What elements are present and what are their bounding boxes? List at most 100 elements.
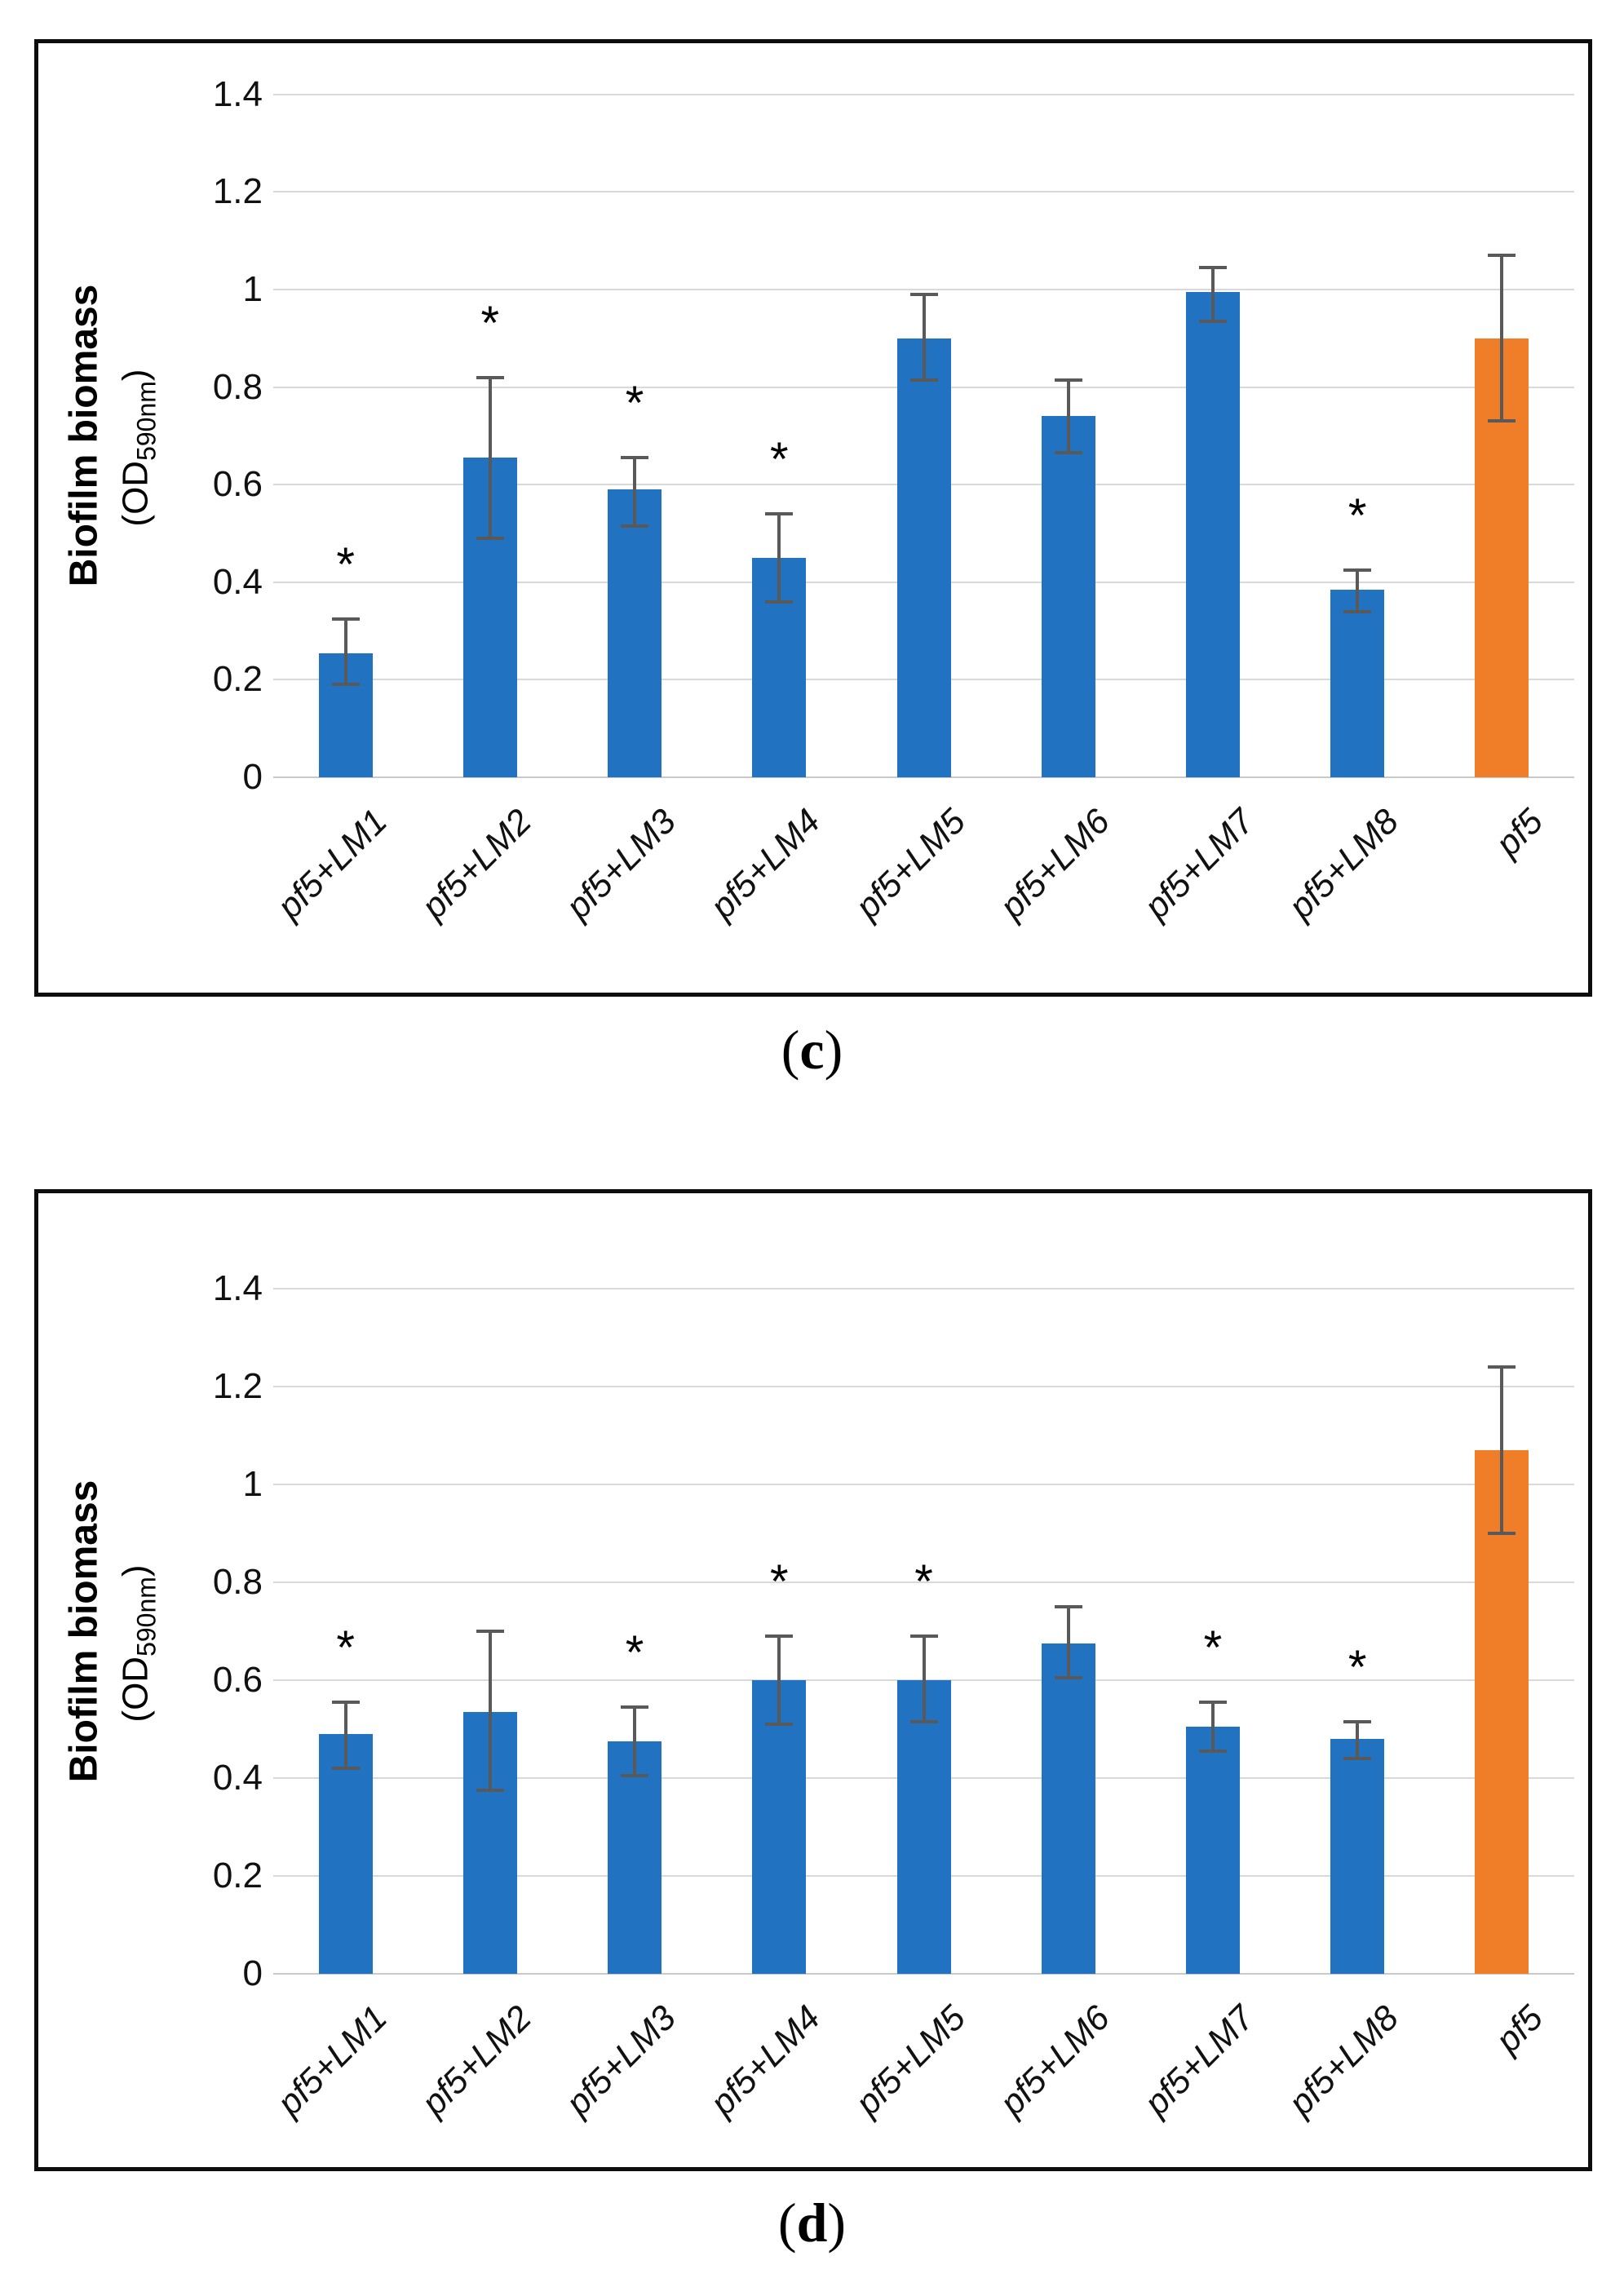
error-bar-whisker [1210, 268, 1215, 321]
error-bar-cap-top [1198, 1701, 1227, 1704]
y-tick-label: 0.2 [212, 1856, 263, 1896]
caption-letter-c: c [799, 1019, 825, 1081]
error-bar-whisker [488, 377, 492, 538]
gridline [273, 776, 1574, 778]
y-tick-label: 1.4 [212, 73, 263, 114]
y-axis-od-subscript: 590nm [131, 1577, 162, 1657]
error-bar-cap-top [909, 1635, 938, 1638]
error-bar-cap-bottom [1488, 1532, 1516, 1535]
caption-paren-close: ) [824, 1019, 843, 1081]
significance-asterisk: * [1347, 1641, 1367, 1694]
error-bar-whisker [1356, 569, 1360, 612]
significance-asterisk: * [480, 296, 500, 350]
significance-asterisk: * [914, 1555, 933, 1608]
y-tick-label: 1.2 [212, 1366, 263, 1406]
y-tick-label: 0.4 [212, 1758, 263, 1798]
y-axis-od-suffix: ) [115, 1564, 156, 1577]
error-bar-cap-bottom [331, 683, 360, 687]
error-bar-cap-bottom [765, 599, 794, 604]
error-bar-cap-bottom [1054, 451, 1082, 455]
error-bar-whisker [922, 1636, 926, 1722]
error-bar-cap-bottom [765, 1723, 794, 1726]
y-tick-label: 0.4 [212, 561, 263, 602]
y-axis-title-c: Biofilm biomass [62, 284, 106, 587]
gridline [273, 191, 1574, 193]
significance-asterisk: * [769, 433, 789, 487]
bar-pf5+LM1 [318, 1734, 373, 1974]
error-bar-cap-top [331, 1701, 360, 1704]
error-bar-cap-top [765, 1635, 794, 1638]
error-bar-cap-bottom [1343, 609, 1372, 613]
significance-asterisk: * [336, 1621, 355, 1674]
gridline [273, 1973, 1574, 1975]
error-bar-cap-top [1054, 378, 1082, 382]
bar-pf5+LM7 [1185, 291, 1240, 777]
chart-panel-c-frame [34, 39, 1592, 997]
panel-caption-c: (c) [0, 1018, 1624, 1082]
error-bar-whisker [343, 1702, 347, 1768]
y-tick-label: 1 [242, 269, 263, 309]
bar-pf5+LM5 [896, 338, 951, 777]
error-bar-cap-bottom [909, 378, 938, 382]
bar-pf5+LM8 [1330, 1739, 1385, 1974]
error-bar-whisker [1500, 1367, 1504, 1533]
significance-asterisk: * [625, 1626, 644, 1679]
error-bar-cap-top [621, 1705, 649, 1709]
error-bar-whisker [1210, 1702, 1215, 1751]
y-tick-label: 0.6 [212, 464, 263, 505]
bar-pf5 [1475, 1450, 1529, 1974]
error-bar-whisker [1066, 1607, 1070, 1678]
y-tick-label: 0 [242, 1953, 263, 1993]
error-bar-whisker [777, 1636, 781, 1724]
error-bar-cap-bottom [621, 524, 649, 529]
error-bar-cap-top [765, 512, 794, 516]
y-tick-label: 0.8 [212, 366, 263, 407]
bar-pf5+LM3 [608, 1741, 662, 1974]
error-bar-cap-bottom [621, 1774, 649, 1777]
error-bar-whisker [633, 1707, 637, 1776]
y-tick-label: 0.2 [212, 659, 263, 700]
error-bar-cap-top [476, 1630, 504, 1633]
gridline [273, 1581, 1574, 1583]
y-axis-od-subscript: 590nm [131, 381, 162, 461]
gridline [273, 1386, 1574, 1387]
error-bar-cap-bottom [331, 1767, 360, 1770]
y-tick-label: 1 [242, 1464, 263, 1504]
caption-letter-d: d [796, 2192, 828, 2254]
error-bar-whisker [1500, 255, 1504, 422]
gridline [273, 1288, 1574, 1289]
error-bar-cap-bottom [909, 1720, 938, 1723]
bar-pf5+LM7 [1185, 1727, 1240, 1974]
error-bar-whisker [777, 514, 781, 602]
error-bar-cap-top [621, 456, 649, 460]
y-axis-od-prefix: (OD [115, 1656, 156, 1723]
error-bar-cap-bottom [1488, 419, 1516, 423]
error-bar-cap-bottom [1054, 1676, 1082, 1679]
gridline [273, 93, 1574, 95]
y-axis-od-prefix: (OD [115, 460, 156, 527]
significance-asterisk: * [625, 377, 644, 431]
error-bar-whisker [343, 618, 347, 685]
error-bar-cap-bottom [1198, 1750, 1227, 1753]
y-axis-od-suffix: ) [115, 369, 156, 382]
bar-pf5+LM5 [896, 1680, 951, 1974]
y-tick-label: 0.8 [212, 1562, 263, 1602]
error-bar-cap-top [1343, 568, 1372, 572]
bar-pf5+LM6 [1041, 416, 1095, 777]
gridline [273, 1484, 1574, 1485]
error-bar-cap-top [1054, 1605, 1082, 1608]
y-axis-subtitle-c: (OD590nm) [116, 369, 162, 526]
bar-pf5+LM8 [1330, 589, 1385, 777]
error-bar-cap-bottom [1198, 319, 1227, 323]
y-tick-label: 0.6 [212, 1660, 263, 1700]
error-bar-cap-top [909, 292, 938, 296]
error-bar-cap-top [1488, 254, 1516, 258]
y-tick-label: 1.2 [212, 171, 263, 212]
caption-paren-close: ) [827, 2192, 847, 2254]
error-bar-cap-top [331, 617, 360, 621]
caption-paren-open: ( [781, 1019, 800, 1081]
significance-asterisk: * [1203, 1621, 1223, 1674]
panel-caption-d: (d) [0, 2191, 1624, 2255]
significance-asterisk: * [336, 537, 355, 591]
error-bar-cap-top [1488, 1365, 1516, 1369]
